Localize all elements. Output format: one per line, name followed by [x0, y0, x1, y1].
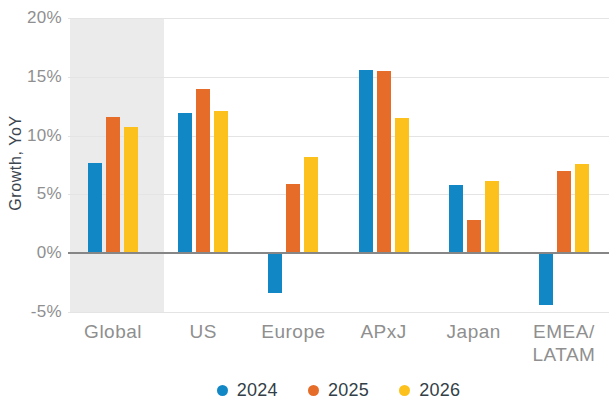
- category-label-emealatam: EMEA/LATAM: [519, 320, 609, 366]
- legend: 2024 2025 2026: [68, 378, 609, 402]
- legend-dot-2024: [217, 385, 228, 396]
- category-label-europe: Europe: [248, 320, 338, 343]
- bar-2025-global: [106, 117, 120, 253]
- bar-2024-us: [178, 113, 192, 253]
- zero-axis-line: [68, 252, 609, 254]
- bar-2025-europe: [286, 184, 300, 253]
- growth-yoy-bar-chart: Growth, YoY 20%15%10%5%0%-5% GlobalUSEur…: [0, 0, 615, 405]
- bar-2024-emealatam: [539, 253, 553, 305]
- y-tick-label-15: 15%: [0, 67, 62, 87]
- gridline--5: [68, 312, 609, 313]
- gridline-20: [68, 18, 609, 19]
- bar-2026-us: [214, 111, 228, 253]
- gridline-15: [68, 77, 609, 78]
- bar-2026-apxj: [395, 118, 409, 253]
- bar-2025-apxj: [377, 71, 391, 253]
- y-tick-label-5: 5%: [0, 184, 62, 204]
- category-label-japan: Japan: [429, 320, 519, 343]
- bar-2024-apxj: [359, 70, 373, 253]
- bar-2026-emealatam: [575, 164, 589, 253]
- category-label-apxj: APxJ: [339, 320, 429, 343]
- gridline-5: [68, 194, 609, 195]
- plot-area: [68, 18, 609, 312]
- legend-item-2025: 2025: [308, 380, 369, 401]
- legend-label-2024: 2024: [237, 380, 278, 401]
- legend-item-2024: 2024: [217, 380, 278, 401]
- y-tick-label-0: 0%: [0, 243, 62, 263]
- bar-2026-japan: [485, 181, 499, 253]
- y-tick-label-10: 10%: [0, 126, 62, 146]
- legend-dot-2025: [308, 385, 319, 396]
- legend-label-2026: 2026: [419, 380, 460, 401]
- y-tick-label--5: -5%: [0, 302, 62, 322]
- legend-dot-2026: [399, 385, 410, 396]
- bar-2024-global: [88, 163, 102, 254]
- category-label-us: US: [158, 320, 248, 343]
- bar-2024-europe: [268, 253, 282, 293]
- legend-item-2026: 2026: [399, 380, 460, 401]
- bar-2025-us: [196, 89, 210, 254]
- bar-2025-emealatam: [557, 171, 571, 253]
- gridline-10: [68, 136, 609, 137]
- bar-2026-europe: [304, 157, 318, 253]
- y-tick-label-20: 20%: [0, 8, 62, 28]
- bar-2024-japan: [449, 185, 463, 253]
- bar-2026-global: [124, 127, 138, 253]
- legend-label-2025: 2025: [328, 380, 369, 401]
- bar-2025-japan: [467, 220, 481, 253]
- category-label-global: Global: [68, 320, 158, 343]
